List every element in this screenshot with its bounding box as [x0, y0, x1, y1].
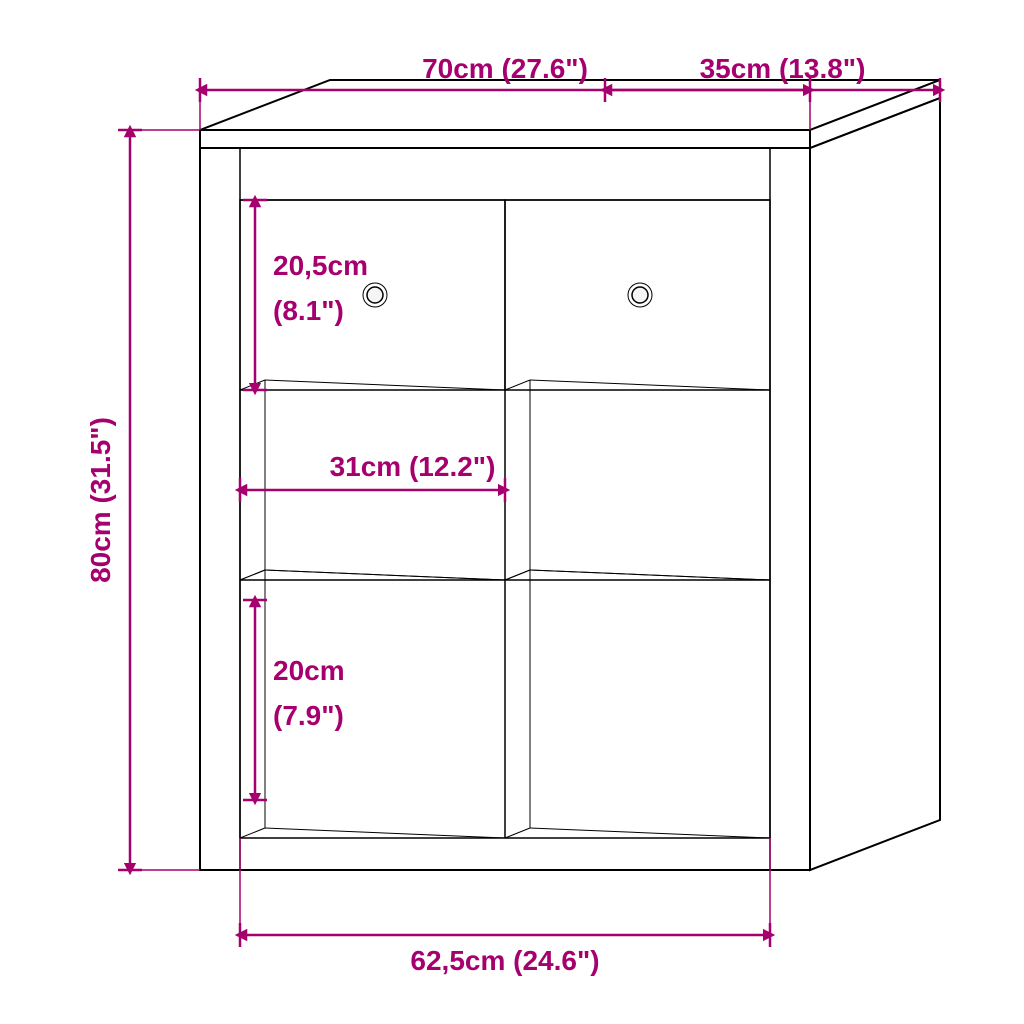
dim-cube-h-2: (7.9") [273, 700, 344, 731]
dim-depth-top: 35cm (13.8") [700, 53, 866, 84]
dim-cube-h-1: 20cm [273, 655, 345, 686]
dim-drawer-h-2: (8.1") [273, 295, 344, 326]
dim-height-left: 80cm (31.5") [85, 417, 116, 583]
dim-width-top: 70cm (27.6") [422, 53, 588, 84]
dim-base-w: 62,5cm (24.6") [410, 945, 599, 976]
dim-shelf-w: 31cm (12.2") [330, 451, 496, 482]
dim-drawer-h-1: 20,5cm [273, 250, 368, 281]
